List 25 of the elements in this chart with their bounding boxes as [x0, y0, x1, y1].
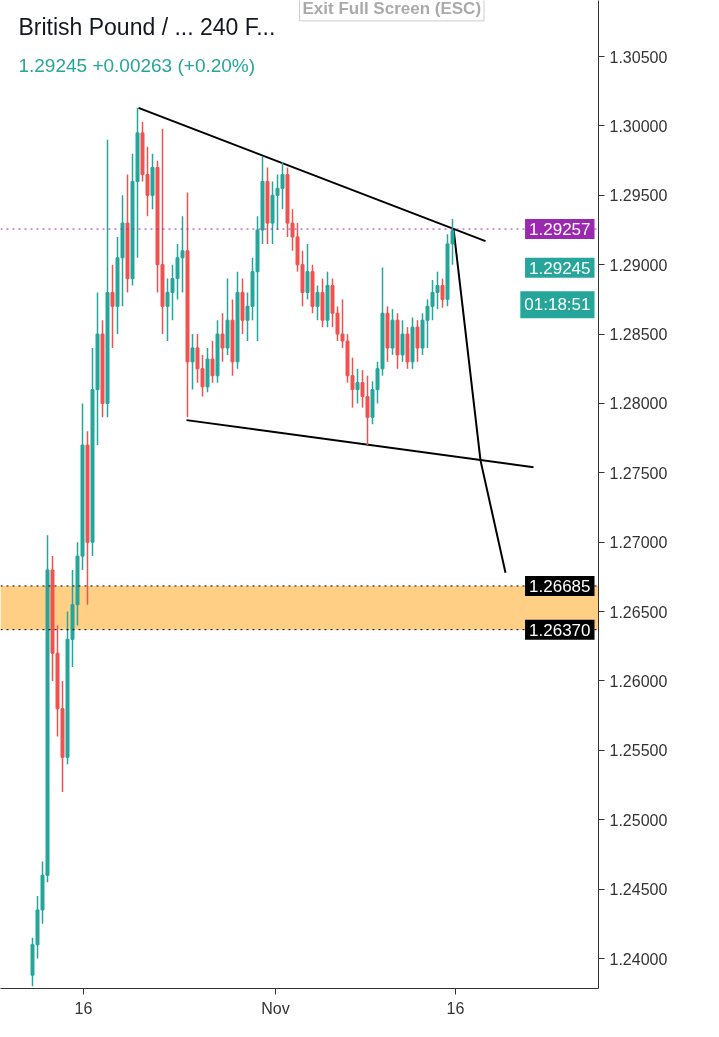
y-tick-label: 1.26500	[609, 603, 668, 621]
ref-line-label: 1.26370	[529, 620, 591, 640]
y-tick-label: 1.27500	[609, 464, 668, 482]
y-tick-label: 1.28000	[609, 395, 668, 413]
y-tick-label: 1.30000	[609, 117, 668, 135]
y-tick-label: 1.27000	[609, 534, 668, 552]
annotation: Exit Full Screen (ESC)	[302, 0, 482, 18]
y-tick-label: 1.25000	[609, 811, 668, 829]
ref-line-label: 1.26685	[529, 576, 591, 596]
ref-line-label: 1.29257	[529, 220, 591, 240]
x-tick-label: Nov	[261, 999, 290, 1017]
y-tick-label: 1.29500	[609, 187, 668, 205]
y-tick-label: 1.28500	[609, 326, 668, 344]
text: British Pound / ... 240 F...	[18, 14, 276, 41]
y-tick-label: 1.26000	[609, 673, 668, 690]
y-tick-label: 1.30500	[609, 48, 668, 66]
y-tick-label: 1.25500	[609, 742, 668, 760]
y-tick-label: 1.24500	[609, 881, 668, 899]
annotation: 01:18:51	[524, 295, 591, 315]
y-tick-label: 1.24000	[609, 950, 668, 968]
annotation: 1.29245	[529, 258, 591, 278]
y-tick-label: 1.29000	[609, 256, 668, 274]
x-tick-label: 16	[74, 999, 93, 1017]
text: 1.29245 +0.00263 (+0.20%)	[18, 55, 256, 77]
x-tick-label: 16	[446, 999, 465, 1017]
